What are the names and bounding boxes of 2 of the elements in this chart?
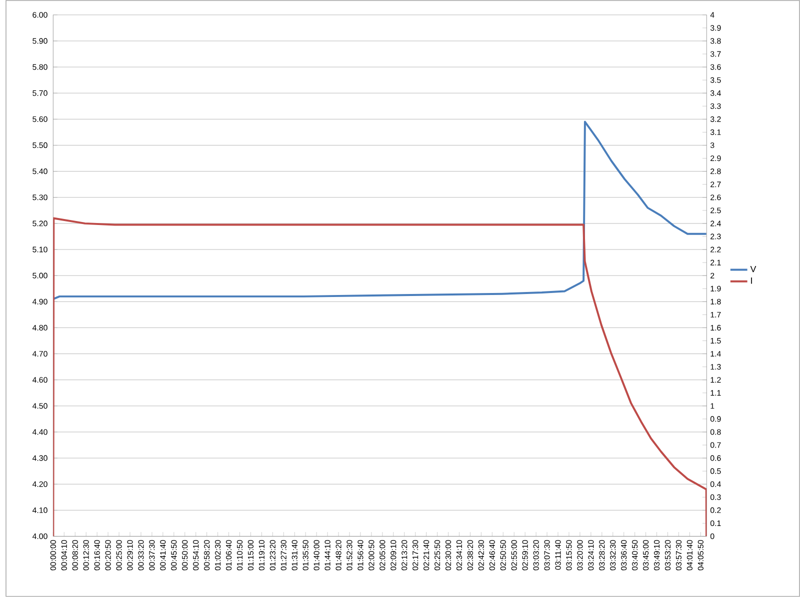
legend-label: V: [750, 266, 756, 272]
legend-label: I: [751, 278, 752, 284]
